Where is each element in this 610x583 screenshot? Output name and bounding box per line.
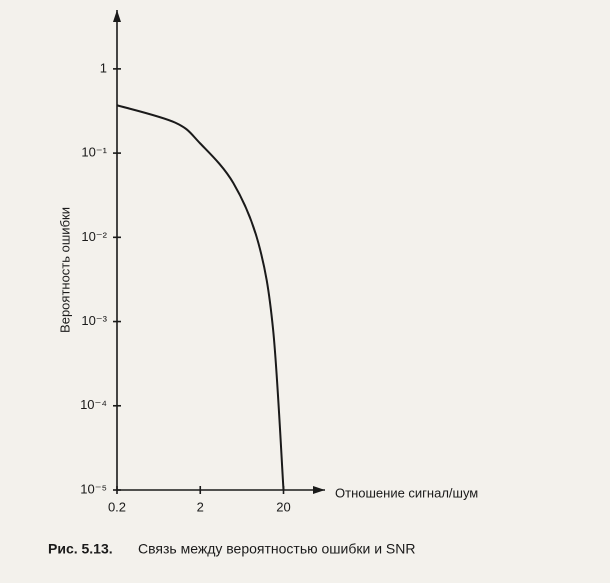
y-axis-label: Вероятность ошибки	[57, 207, 72, 333]
x-axis-label: Отношение сигнал/шум	[335, 485, 478, 500]
y-tick-label: 10⁻¹	[81, 145, 107, 160]
x-tick-label: 0.2	[108, 499, 126, 514]
caption: Связь между вероятностью ошибки и SNR	[138, 541, 415, 557]
x-tick-label: 2	[197, 499, 204, 514]
caption-label: Рис. 5.13.	[48, 541, 113, 557]
y-tick-label: 10⁻⁴	[80, 397, 107, 412]
y-tick-label: 10⁻³	[81, 313, 107, 328]
x-tick-label: 20	[276, 499, 290, 514]
y-tick-label: 10⁻²	[81, 229, 107, 244]
y-tick-label: 10⁻⁵	[80, 481, 107, 496]
curve	[116, 104, 285, 491]
x-axis-arrow	[313, 486, 325, 494]
y-axis-arrow	[113, 10, 121, 22]
y-tick-label: 1	[100, 60, 107, 75]
